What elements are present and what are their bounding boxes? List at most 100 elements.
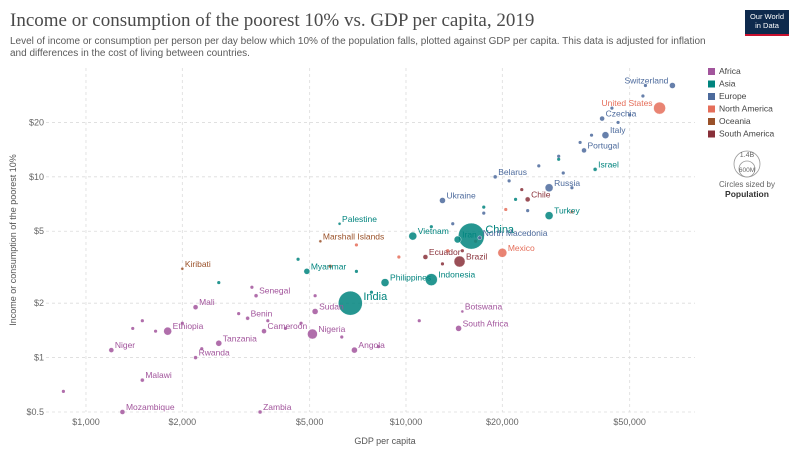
data-point [513, 197, 518, 202]
data-point-ukraine [439, 197, 446, 204]
legend-swatch [708, 105, 715, 113]
data-point [460, 249, 464, 253]
x-tick-label: $1,000 [72, 417, 100, 427]
size-legend-small-circle [738, 160, 756, 178]
data-point [140, 319, 144, 323]
size-legend: 1.4B 600M Circles sized by Population [719, 150, 775, 199]
legend-label: Oceania [719, 116, 751, 126]
legend-swatch [708, 93, 715, 100]
legend-swatch [708, 118, 715, 125]
data-point [354, 269, 359, 273]
data-point [296, 257, 300, 261]
point-label: Portugal [588, 140, 620, 150]
data-points [61, 82, 676, 415]
data-point-ethiopia [163, 326, 172, 336]
point-label: Belarus [498, 167, 527, 177]
x-tick-label: $20,000 [486, 417, 519, 427]
data-point [557, 154, 561, 158]
data-point-kiribati [180, 267, 185, 271]
data-point-nigeria [307, 328, 318, 340]
legend: Africa Asia Europe North America Oceania Sout… [708, 66, 775, 139]
data-point [589, 133, 594, 137]
data-point [369, 290, 374, 294]
point-label: Czechia [606, 109, 637, 119]
size-legend-value-small: 600M [739, 167, 755, 174]
data-point-indonesia [425, 273, 438, 286]
point-label: Mozambique [126, 402, 175, 412]
data-point [616, 120, 620, 125]
data-point [520, 187, 524, 192]
point-label: Myanmar [311, 261, 347, 271]
point-labels: China India United States Indonesia Brazil Ni… [115, 76, 669, 412]
point-label: Iran [462, 230, 477, 240]
data-point [200, 347, 204, 351]
point-label: Israel [598, 159, 619, 169]
legend-label: North America [719, 104, 773, 114]
data-point-niger [108, 347, 115, 353]
point-label: Vietnam [418, 226, 449, 236]
point-label: Chile [531, 189, 551, 199]
x-axis-ticks: $1,000 $2,000 $5,000 $10,000 $20,000 $50,000 [72, 417, 646, 427]
size-legend-caption2: Population [725, 189, 769, 199]
data-point [570, 210, 574, 214]
point-label: Ecuador [429, 247, 461, 257]
y-tick-label: $2 [34, 298, 44, 308]
grid-lines [46, 68, 695, 413]
data-point-switzerland [669, 82, 676, 89]
data-point-iran [453, 235, 462, 244]
data-point-senegal [253, 293, 259, 298]
logo-line2: in Data [755, 21, 779, 30]
owid-logo[interactable]: Our World in Data [745, 10, 789, 36]
legend-label: South America [719, 129, 775, 139]
data-point [482, 205, 486, 209]
legend-label: Asia [719, 79, 736, 89]
data-point [328, 264, 332, 268]
data-point-chile [524, 196, 531, 203]
data-point-marshall-islands [318, 239, 323, 243]
data-point-vietnam [408, 231, 417, 241]
point-label: Turkey [554, 206, 580, 216]
data-point [446, 249, 450, 253]
legend-swatch [708, 130, 715, 138]
data-point-portugal [581, 147, 587, 154]
point-label: Marshall Islands [323, 231, 384, 241]
data-point-myanmar [303, 268, 311, 275]
x-axis-label: GDP per capita [354, 436, 415, 446]
point-label: Sudan [319, 301, 344, 311]
data-point-benin [245, 316, 250, 321]
data-point [578, 140, 582, 145]
data-point [451, 222, 455, 226]
y-tick-label: $10 [29, 172, 44, 182]
data-point-india [338, 290, 363, 316]
chart-title: Income or consumption of the poorest 10%… [10, 10, 535, 31]
y-tick-label: $0.5 [26, 407, 44, 417]
point-label: Benin [251, 308, 273, 318]
data-point [570, 186, 574, 190]
data-point [504, 207, 508, 212]
data-point [557, 157, 561, 161]
data-point [643, 83, 648, 88]
data-point-mozambique [119, 409, 126, 415]
legend-label: Africa [719, 66, 741, 76]
data-point-rwanda [193, 355, 198, 360]
data-point-sudan [311, 308, 319, 315]
data-point [131, 326, 135, 331]
size-legend-value-large: 1.4B [740, 152, 755, 159]
point-label: Palestine [342, 214, 377, 224]
data-point [354, 243, 359, 247]
data-point-angola [351, 346, 358, 354]
data-point-mexico [497, 248, 508, 258]
point-label: Tanzania [223, 333, 257, 343]
legend-label: Europe [719, 91, 747, 101]
data-point [313, 294, 317, 298]
data-point [153, 329, 158, 333]
legend-swatch [708, 68, 715, 75]
data-point [417, 319, 421, 323]
x-tick-label: $5,000 [296, 417, 324, 427]
point-label: North Macedonia [483, 228, 548, 238]
x-tick-label: $10,000 [390, 417, 423, 427]
data-point [628, 113, 632, 117]
data-point-turkey [544, 211, 554, 220]
data-point [266, 319, 270, 323]
